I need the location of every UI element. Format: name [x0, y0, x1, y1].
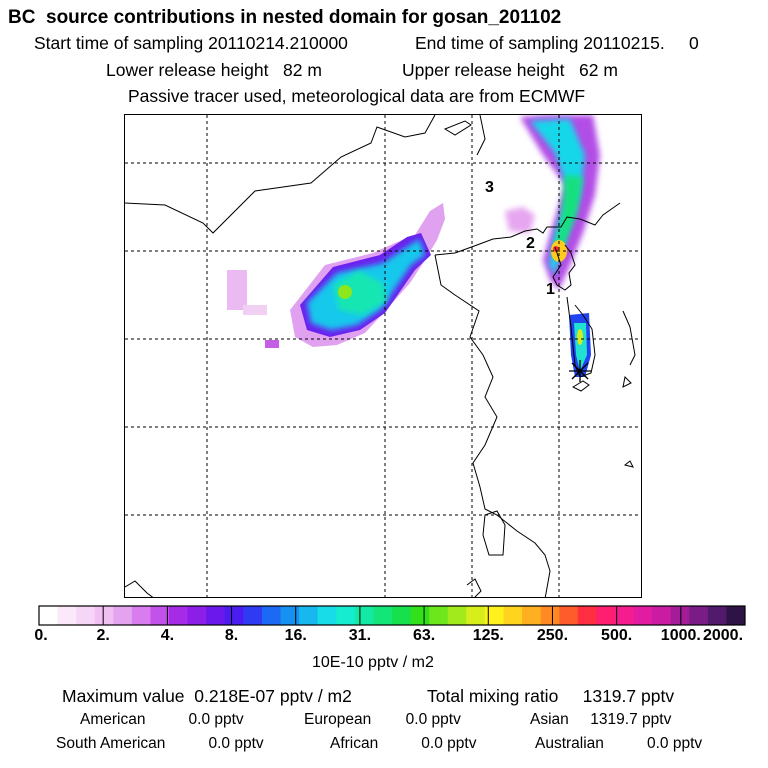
colorbar-swatch: [503, 606, 523, 625]
colorbar-swatch: [392, 606, 412, 625]
colorbar-swatch: [280, 606, 300, 625]
colorbar-swatch: [522, 606, 542, 625]
marker-label-2: 2: [526, 235, 535, 252]
colorbar-tick-label: 4.: [160, 627, 175, 644]
colorbar-swatch: [596, 606, 616, 625]
colorbar-swatch: [670, 606, 690, 625]
colorbar-swatch: [540, 606, 560, 625]
colorbar-tick-label: 0.: [34, 627, 48, 644]
south-american-value: South American 0.0 pptv: [56, 735, 264, 752]
map-panel: 3 2 1: [124, 114, 642, 598]
colorbar-tick-label: 8.: [224, 627, 239, 644]
marker-label-3: 3: [485, 179, 494, 196]
colorbar-tick-label: 63.: [412, 627, 436, 644]
american-value: American 0.0 pptv: [80, 711, 244, 728]
colorbar-swatch: [410, 606, 430, 625]
colorbar-swatch: [429, 606, 449, 625]
colorbar-swatch: [689, 606, 709, 625]
colorbar-tick-label: 2000.: [702, 627, 744, 644]
colorbar-swatch: [317, 606, 337, 625]
colorbar: [38, 605, 746, 626]
upper-release-height: Upper release height 62 m: [402, 60, 618, 80]
colorbar-tick-label: 250.: [536, 627, 569, 644]
colorbar-swatch: [206, 606, 226, 625]
colorbar-swatch: [224, 606, 244, 625]
colorbar-unit: 10E-10 pptv / m2: [312, 654, 434, 671]
colorbar-swatch: [299, 606, 319, 625]
colorbar-swatch: [633, 606, 653, 625]
colorbar-swatch: [484, 606, 504, 625]
colorbar-tick-label: 2.: [96, 627, 110, 644]
lower-release-height: Lower release height 82 m: [106, 60, 322, 80]
marker-label-1: 1: [546, 281, 555, 298]
colorbar-swatch: [131, 606, 151, 625]
end-time: End time of sampling 20110215. 0: [415, 33, 699, 53]
colorbar-swatch: [243, 606, 263, 625]
european-value: European 0.0 pptv: [304, 711, 461, 728]
colorbar-swatch: [614, 606, 635, 625]
colorbar-swatch: [150, 606, 170, 625]
colorbar-swatch: [354, 606, 374, 625]
colorbar-tick-label: 500.: [601, 627, 633, 644]
colorbar-swatch: [652, 606, 672, 625]
coastlines: [125, 115, 636, 597]
colorbar-swatch: [94, 606, 114, 625]
colorbar-swatch: [466, 606, 486, 625]
colorbar-swatch: [447, 606, 467, 625]
start-time: Start time of sampling 20110214.210000: [34, 33, 348, 53]
colorbar-tick-label: 31.: [348, 627, 372, 644]
tracer-note: Passive tracer used, meteorological data…: [128, 86, 586, 106]
colorbar-swatch: [113, 606, 133, 625]
colorbar-swatch: [76, 606, 96, 625]
map-canvas: [125, 115, 641, 597]
colorbar-swatch: [373, 606, 393, 625]
maximum-value: Maximum value 0.218E-07 pptv / m2: [62, 686, 352, 706]
asian-value: Asian 1319.7 pptv: [530, 711, 672, 728]
colorbar-swatch: [39, 606, 59, 625]
lat-lon-grid: [125, 115, 641, 597]
colorbar-swatch: [726, 606, 746, 625]
concentration-plume: [227, 203, 445, 348]
chart-title: BC source contributions in nested domain…: [8, 7, 562, 28]
colorbar-swatch: [187, 606, 207, 625]
colorbar-tick-label: 125.: [472, 627, 504, 644]
colorbar-swatch: [336, 606, 356, 625]
coastal-plume: [505, 115, 600, 377]
colorbar-frame: [38, 605, 746, 626]
colorbar-swatch: [707, 606, 727, 625]
colorbar-swatch: [559, 606, 579, 625]
colorbar-swatch: [169, 606, 189, 625]
australian-value: Australian 0.0 pptv: [535, 735, 703, 752]
colorbar-swatch: [577, 606, 597, 625]
total-mixing-ratio: Total mixing ratio 1319.7 pptv: [427, 686, 675, 706]
colorbar-swatch: [57, 606, 77, 625]
african-value: African 0.0 pptv: [330, 735, 477, 752]
colorbar-tick-label: 16.: [284, 627, 307, 644]
receptor-asterisk-icon: [569, 360, 591, 382]
colorbar-tick-label: 1000.: [660, 627, 701, 644]
colorbar-swatch: [261, 606, 282, 625]
